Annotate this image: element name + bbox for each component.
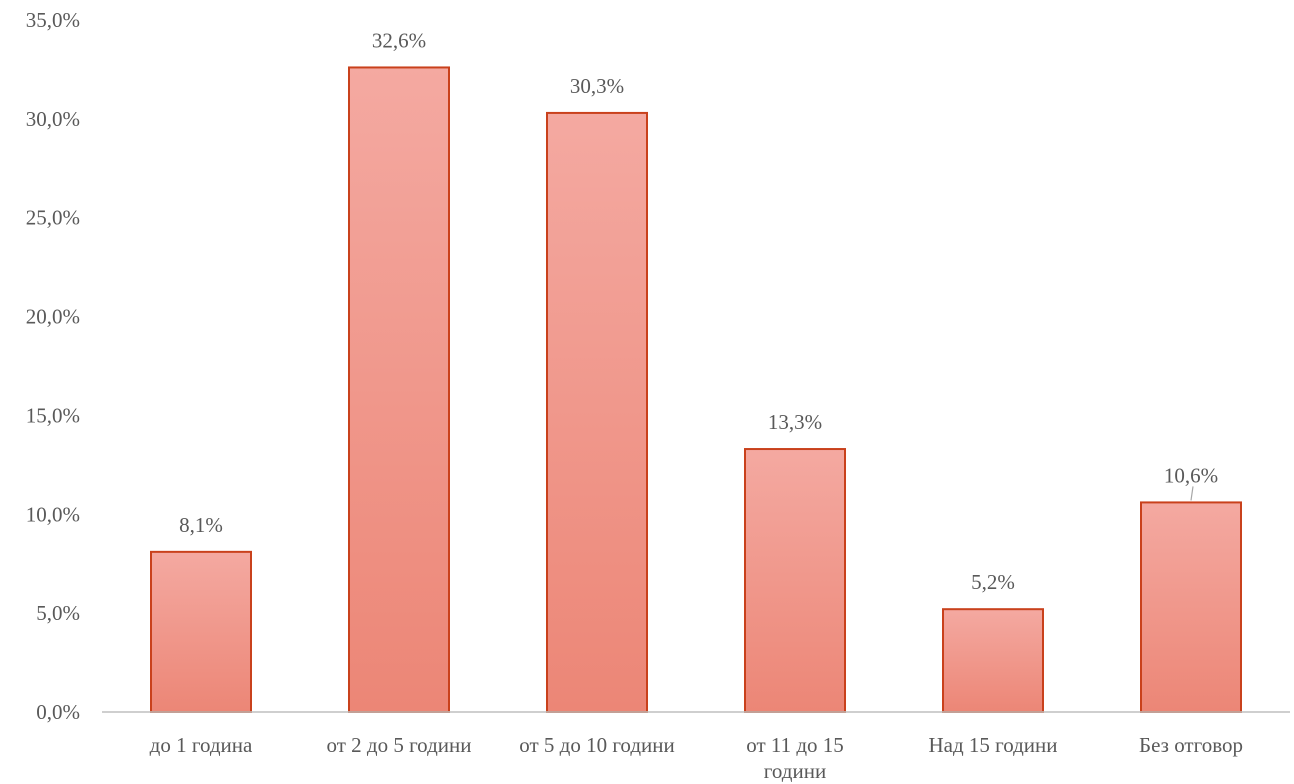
y-tick-label: 0,0% [36, 700, 80, 724]
x-axis-labels: до 1 година от 2 до 5 години от 5 до 10 го… [150, 733, 1243, 783]
x-tick-label: до 1 година [150, 733, 253, 757]
data-label-leader [1190, 486, 1194, 501]
data-label: 30,3% [570, 74, 624, 98]
y-tick-label: 25,0% [26, 206, 80, 230]
data-label: 13,3% [768, 410, 822, 434]
x-tick-label: от 2 до 5 години [327, 733, 472, 757]
x-tick-label: от 11 до 15 години [746, 733, 844, 783]
y-tick-label: 10,0% [26, 502, 80, 526]
bar [1140, 501, 1242, 713]
x-tick-label: Без отговор [1139, 733, 1243, 757]
y-tick-label: 35,0% [26, 8, 80, 32]
data-label: 5,2% [971, 570, 1015, 594]
data-labels: 8,1% 32,6% 30,3% 13,3% 5,2% 10,6% [179, 28, 1218, 594]
bar [942, 608, 1044, 714]
y-tick-label: 5,0% [36, 601, 80, 625]
y-axis-ticks: 0,0% 5,0% 10,0% 15,0% 20,0% 25,0% 30,0% 35,0% [26, 8, 80, 724]
bar [348, 66, 450, 714]
data-label: 8,1% [179, 513, 223, 537]
data-label: 10,6% [1164, 463, 1218, 487]
bar [744, 448, 846, 713]
data-label: 32,6% [372, 28, 426, 52]
y-tick-label: 30,0% [26, 107, 80, 131]
bars [150, 66, 1242, 714]
y-tick-label: 15,0% [26, 403, 80, 427]
y-tick-label: 20,0% [26, 305, 80, 329]
bar [546, 111, 648, 713]
x-tick-label: от 5 до 10 години [519, 733, 674, 757]
x-tick-label: Над 15 години [928, 733, 1057, 757]
bar [150, 550, 252, 714]
